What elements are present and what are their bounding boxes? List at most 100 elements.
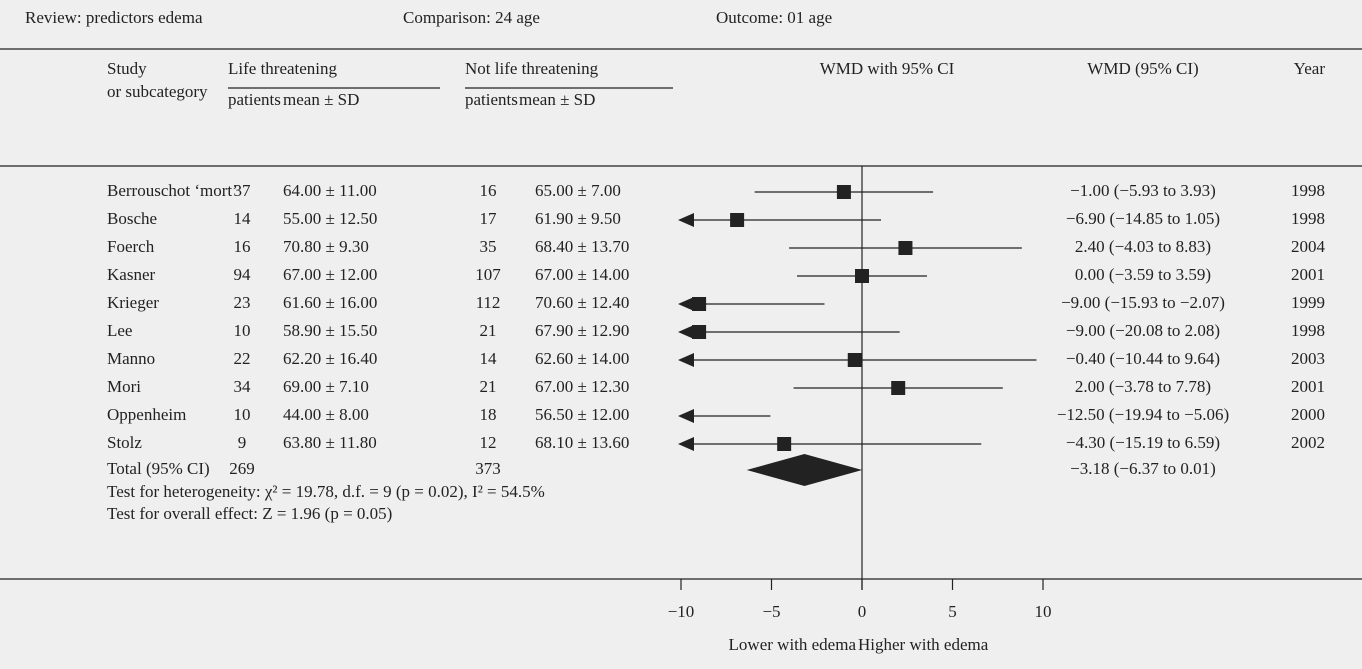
total-patients: 373	[475, 459, 501, 478]
mean-sd: 67.00 ± 12.30	[535, 377, 629, 396]
wmd-label: 0.00 (−3.59 to 3.59)	[1075, 265, 1211, 284]
patients: 9	[238, 433, 247, 452]
wmd-label: −0.40 (−10.44 to 9.64)	[1066, 349, 1220, 368]
patients: 10	[234, 405, 251, 424]
x-tick-label: −10	[668, 602, 695, 621]
review: Review: predictors edema	[25, 8, 203, 27]
wmd-label: −1.00 (−5.93 to 3.93)	[1070, 181, 1216, 200]
outcome: Outcome: 01 age	[716, 8, 832, 27]
patients: 12	[480, 433, 497, 452]
mean-sd: 61.60 ± 16.00	[283, 293, 377, 312]
arrow	[678, 409, 694, 423]
mean-sd: 62.60 ± 14.00	[535, 349, 629, 368]
header: WMD (95% CI)	[1087, 59, 1198, 78]
patients: 18	[480, 405, 497, 424]
mean-sd: 56.50 ± 12.00	[535, 405, 629, 424]
point-estimate	[836, 185, 851, 199]
patients: 37	[234, 181, 252, 200]
year: 1999	[1291, 293, 1325, 312]
mean-sd: 65.00 ± 7.00	[535, 181, 621, 200]
point-estimate	[777, 437, 792, 451]
mean-sd: 67.00 ± 14.00	[535, 265, 629, 284]
header: patients	[465, 90, 518, 109]
summary-diamond	[746, 454, 863, 486]
wmd-label: −9.00 (−15.93 to −2.07)	[1061, 293, 1225, 312]
year: 1998	[1291, 209, 1325, 228]
year: 2001	[1291, 265, 1325, 284]
point-estimate	[898, 241, 913, 255]
header: Year	[1294, 59, 1326, 78]
x-axis-label: Lower with edema	[729, 635, 857, 654]
mean-sd: 44.00 ± 8.00	[283, 405, 369, 424]
header: Life threatening	[228, 59, 338, 78]
patients: 112	[476, 293, 501, 312]
point-estimate	[891, 381, 906, 395]
patients: 17	[480, 209, 498, 228]
study-name: Foerch	[107, 237, 155, 256]
study-name: Krieger	[107, 293, 159, 312]
arrow	[678, 297, 694, 311]
point-estimate	[855, 269, 869, 283]
mean-sd: 61.90 ± 9.50	[535, 209, 621, 228]
study-name: Lee	[107, 321, 132, 340]
arrow	[678, 325, 694, 339]
study-name: Mori	[107, 377, 141, 396]
header: mean ± SD	[519, 90, 595, 109]
header: mean ± SD	[283, 90, 359, 109]
mean-sd: 63.80 ± 11.80	[283, 433, 377, 452]
study-name: Kasner	[107, 265, 155, 284]
patients: 94	[234, 265, 252, 284]
wmd-label: 2.40 (−4.03 to 8.83)	[1075, 237, 1211, 256]
study-name: Stolz	[107, 433, 142, 452]
patients: 14	[234, 209, 252, 228]
overall-effect: Test for overall effect: Z = 1.96 (p = 0…	[107, 504, 392, 523]
point-estimate	[692, 325, 707, 339]
year: 2001	[1291, 377, 1325, 396]
patients: 16	[480, 181, 497, 200]
patients: 14	[480, 349, 498, 368]
mean-sd: 70.80 ± 9.30	[283, 237, 369, 256]
mean-sd: 68.40 ± 13.70	[535, 237, 629, 256]
x-tick-label: −5	[762, 602, 780, 621]
total-patients: 269	[229, 459, 255, 478]
mean-sd: 62.20 ± 16.40	[283, 349, 377, 368]
study-name: Oppenheim	[107, 405, 186, 424]
wmd-label: −9.00 (−20.08 to 2.08)	[1066, 321, 1220, 340]
mean-sd: 55.00 ± 12.50	[283, 209, 377, 228]
patients: 107	[475, 265, 501, 284]
year: 1998	[1291, 181, 1325, 200]
patients: 23	[234, 293, 251, 312]
point-estimate	[847, 353, 862, 367]
mean-sd: 68.10 ± 13.60	[535, 433, 629, 452]
comparison: Comparison: 24 age	[403, 8, 540, 27]
mean-sd: 69.00 ± 7.10	[283, 377, 369, 396]
total-label: Total (95% CI)	[107, 459, 210, 478]
arrow	[678, 353, 694, 367]
year: 2000	[1291, 405, 1325, 424]
patients: 21	[480, 321, 497, 340]
patients: 34	[234, 377, 252, 396]
wmd-label: −12.50 (−19.94 to −5.06)	[1057, 405, 1229, 424]
header: WMD with 95% CI	[820, 59, 955, 78]
patients: 21	[480, 377, 497, 396]
patients: 22	[234, 349, 251, 368]
x-tick-label: 5	[948, 602, 957, 621]
header: Study	[107, 59, 147, 78]
header: Not life threatening	[465, 59, 599, 78]
x-tick-label: 0	[858, 602, 867, 621]
mean-sd: 67.90 ± 12.90	[535, 321, 629, 340]
arrow	[678, 213, 694, 227]
header: or subcategory	[107, 82, 208, 101]
wmd-label: −4.30 (−15.19 to 6.59)	[1066, 433, 1220, 452]
point-estimate	[730, 213, 745, 227]
mean-sd: 67.00 ± 12.00	[283, 265, 377, 284]
x-tick-label: 10	[1035, 602, 1052, 621]
heterogeneity: Test for heterogeneity: χ² = 19.78, d.f.…	[107, 482, 545, 501]
mean-sd: 58.90 ± 15.50	[283, 321, 377, 340]
patients: 16	[234, 237, 251, 256]
wmd-label: −6.90 (−14.85 to 1.05)	[1066, 209, 1220, 228]
year: 2002	[1291, 433, 1325, 452]
study-name: Manno	[107, 349, 155, 368]
